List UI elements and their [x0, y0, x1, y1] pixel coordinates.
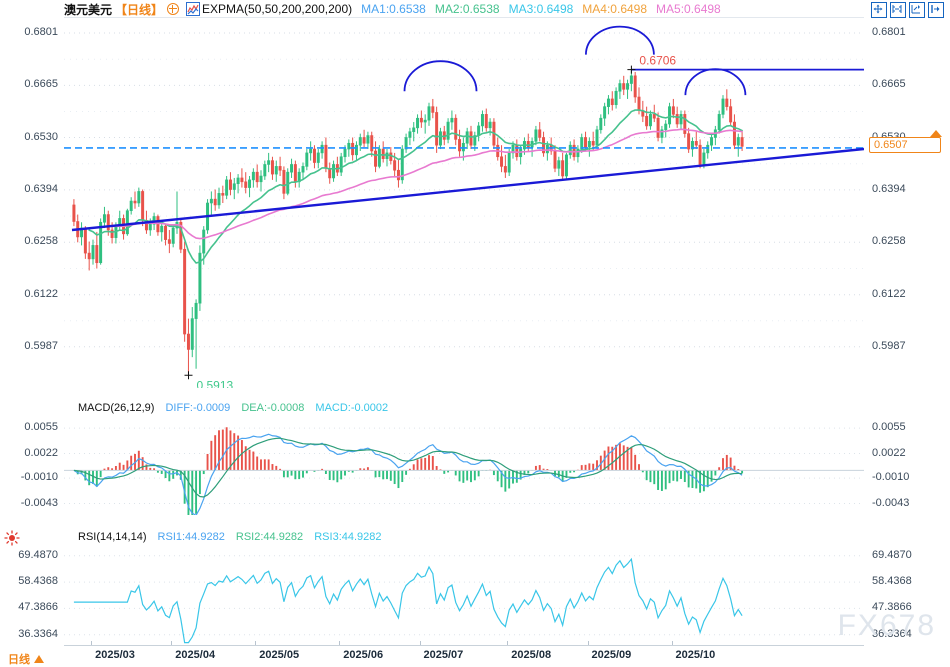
axis-tick-label: 36.3364	[18, 627, 58, 640]
arc-annotation	[585, 25, 655, 55]
price-chart-panel[interactable]: 0.6706 0.5913	[64, 18, 864, 388]
axis-tick-label: 69.4870	[18, 548, 58, 561]
date-axis-label: 2025/07	[423, 649, 464, 661]
date-axis-label: 2025/08	[511, 649, 552, 661]
arc-annotation	[403, 60, 478, 92]
date-tick	[507, 641, 509, 645]
chart-toolbar	[871, 2, 944, 18]
current-price-arrow	[930, 130, 942, 138]
uptrend-line	[71, 147, 864, 232]
low-price-annotation: 0.5913	[197, 378, 234, 388]
date-tick	[91, 641, 93, 645]
axis-tick-label: 47.3866	[18, 601, 58, 614]
axis-tick-label: 58.4368	[872, 575, 912, 588]
indicator-name: EXPMA(50,50,200,200,200)	[202, 2, 353, 16]
ma3-label: MA3:0.6498	[508, 2, 574, 16]
macd-diff-value: DIFF:-0.0009	[165, 402, 231, 414]
triangle-up-icon	[34, 655, 44, 663]
date-tick	[339, 641, 341, 645]
macd-dea-value: DEA:-0.0008	[241, 402, 305, 414]
date-axis-label: 2025/10	[675, 649, 716, 661]
ma1-label: MA1:0.6538	[361, 2, 426, 16]
axis-tick-label: 0.6394	[24, 182, 58, 195]
date-axis-label: 2025/09	[591, 649, 632, 661]
ma2-label: MA2:0.6538	[434, 2, 500, 16]
indicator-chart-icon[interactable]	[186, 2, 201, 16]
timeframe-selector[interactable]: 日线	[8, 651, 44, 667]
timeframe-label: 日线	[8, 654, 30, 666]
exit-fullscreen-icon[interactable]	[928, 2, 944, 18]
date-axis-label: 2025/03	[95, 649, 135, 661]
fit-chart-icon[interactable]	[871, 2, 887, 18]
axis-tick-label: 0.6122	[872, 287, 906, 300]
axis-tick-label: 0.0022	[24, 446, 58, 459]
macd-macd-value: MACD:-0.0002	[315, 402, 389, 414]
date-tick	[671, 641, 673, 645]
axis-tick-label: 58.4368	[18, 575, 58, 588]
current-price-badge[interactable]: 0.6507	[869, 137, 941, 154]
scale-horizontal-icon[interactable]	[909, 2, 925, 18]
rsi3-value: RSI3:44.9282	[314, 531, 382, 543]
ma4-label: MA4:0.6498	[582, 2, 648, 16]
macd-chart-svg	[64, 427, 864, 515]
axis-tick-label: 0.6801	[24, 26, 58, 38]
crosshair-icon[interactable]	[167, 3, 180, 15]
axis-tick-label: 0.0055	[872, 421, 906, 434]
axis-tick-label: 36.3364	[872, 627, 912, 640]
axis-tick-label: -0.0010	[872, 471, 910, 484]
watermark: FX678	[837, 609, 936, 642]
rsi-panel[interactable]	[64, 545, 864, 645]
date-tick	[419, 641, 421, 645]
axis-tick-label: -0.0043	[872, 496, 910, 509]
scale-vertical-icon[interactable]	[890, 2, 906, 18]
candlesticks	[72, 69, 744, 376]
axis-tick-label: 0.6122	[24, 287, 58, 300]
date-axis-label: 2025/06	[343, 649, 384, 661]
sun-icon[interactable]	[4, 530, 20, 546]
date-tick	[587, 641, 589, 645]
rsi2-value: RSI2:44.9282	[235, 531, 304, 543]
macd-title: MACD(26,12,9)	[78, 402, 155, 414]
axis-tick-label: 0.5987	[24, 339, 58, 352]
date-tick	[255, 641, 257, 645]
arc-annotation	[684, 68, 747, 96]
axis-tick-label: 0.6530	[24, 130, 58, 143]
rsi-header: RSI(14,14,14) RSI1:44.9282 RSI2:44.9282 …	[78, 531, 382, 543]
axis-tick-label: 69.4870	[872, 548, 912, 561]
chart-header: 澳元美元 【日线】 EXPMA(50,50,200,200,200) MA1:0…	[0, 0, 950, 18]
ma5-label: MA5:0.6498	[656, 2, 721, 16]
date-axis-rule	[64, 645, 864, 646]
rsi-title: RSI(14,14,14)	[78, 531, 147, 543]
axis-tick-label: -0.0010	[20, 471, 58, 484]
date-axis-label: 2025/04	[175, 649, 216, 661]
axis-tick-label: 0.0022	[872, 446, 906, 459]
axis-tick-label: 0.6665	[872, 78, 906, 91]
axis-tick-label: 0.6258	[24, 235, 58, 248]
axis-tick-label: 0.0055	[24, 421, 58, 434]
axis-tick-label: 0.6394	[872, 182, 906, 195]
axis-tick-label: 0.6665	[24, 78, 58, 91]
macd-header: MACD(26,12,9) DIFF:-0.0009 DEA:-0.0008 M…	[78, 402, 388, 414]
axis-tick-label: 0.5987	[872, 339, 906, 352]
axis-tick-label: -0.0043	[20, 496, 58, 509]
date-axis: 2025/03 2025/04 2025/05 2025/06 2025/07 2025/…	[64, 641, 864, 667]
axis-tick-label: 0.6801	[872, 26, 906, 38]
date-tick	[171, 641, 173, 645]
symbol-name[interactable]: 澳元美元	[64, 2, 113, 17]
axis-tick-label: 47.3866	[872, 601, 912, 614]
rsi1-value: RSI1:44.9282	[157, 531, 225, 543]
date-axis-label: 2025/05	[259, 649, 300, 661]
timeframe-tag[interactable]: 【日线】	[115, 2, 164, 17]
price-chart-svg: 0.6706 0.5913	[64, 25, 864, 388]
axis-tick-label: 0.6258	[872, 235, 906, 248]
macd-panel[interactable]	[64, 415, 864, 515]
rsi-chart-svg	[64, 555, 864, 644]
rsi-line	[73, 557, 743, 644]
high-price-annotation: 0.6706	[639, 54, 676, 68]
header-divider	[64, 17, 864, 18]
